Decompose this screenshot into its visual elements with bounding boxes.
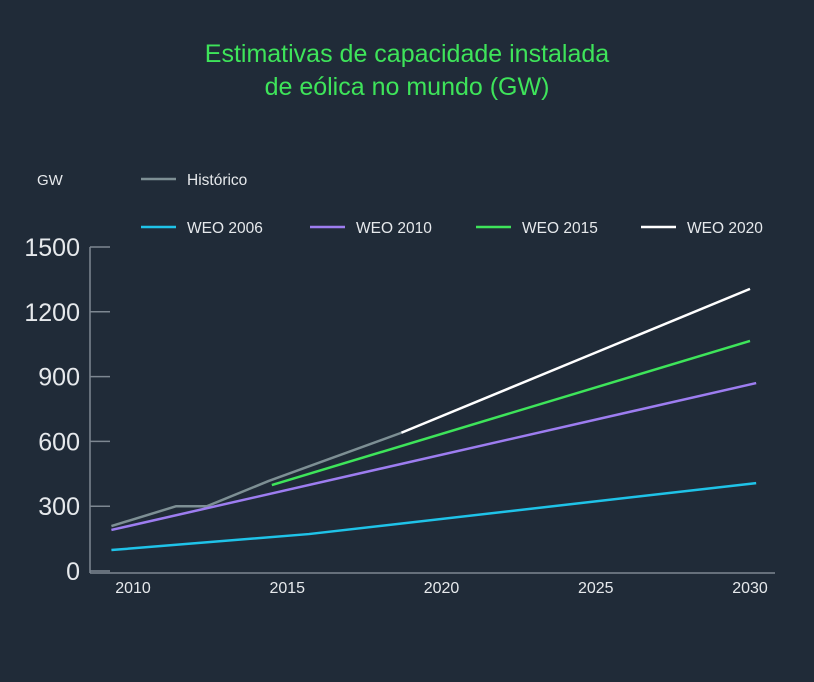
title-line-1: Estimativas de capacidade instalada (204, 40, 610, 68)
y-tick-label: 1500 (24, 234, 80, 262)
x-tick-label: 2025 (578, 580, 614, 597)
y-tick-label: 900 (38, 364, 80, 392)
x-tick-label: 2020 (424, 580, 460, 597)
y-tick-label: 600 (38, 428, 80, 456)
series-line-weo-2010 (111, 381, 757, 532)
chart-title: Estimativas de capacidade instalada de e… (0, 38, 814, 104)
series-line-weo-2020 (400, 287, 751, 434)
legend-label: WEO 2010 (356, 220, 432, 237)
title-line-2: de eólica no mundo (GW) (264, 73, 550, 101)
y-tick-label: 1200 (24, 299, 80, 327)
series-line-weo-2015 (271, 339, 751, 487)
legend-label: WEO 2006 (187, 220, 263, 237)
y-axis-label: GW (37, 172, 64, 189)
legend-label: WEO 2015 (522, 220, 598, 237)
series-line-weo-2006 (111, 481, 757, 552)
x-tick-label: 2010 (115, 580, 151, 597)
y-tick-label: 0 (66, 558, 80, 586)
x-tick-label: 2030 (732, 580, 768, 597)
legend-label: Histórico (187, 172, 247, 189)
y-tick-label: 300 (38, 493, 80, 521)
x-tick-label: 2015 (269, 580, 305, 597)
series-line-hist-rico (111, 431, 402, 528)
legend-label: WEO 2020 (687, 220, 763, 237)
